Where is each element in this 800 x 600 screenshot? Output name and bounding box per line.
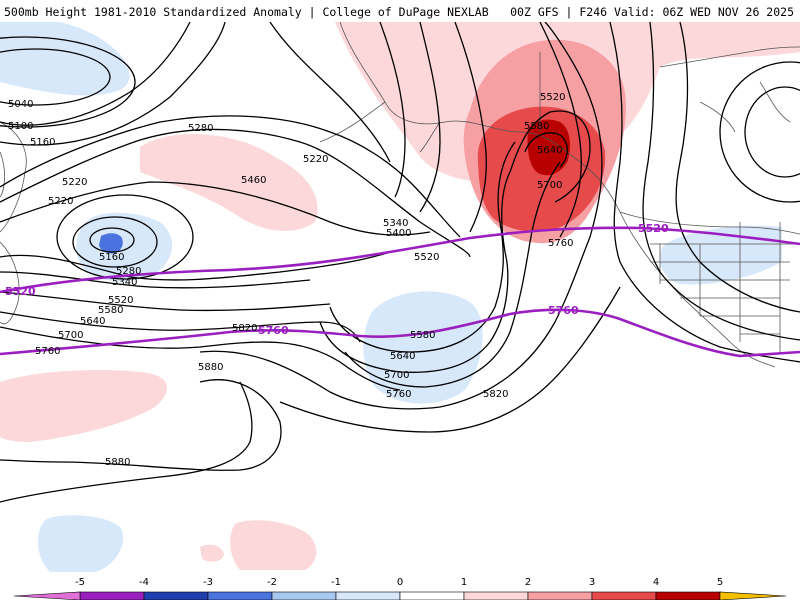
reference-5760-line: [0, 308, 800, 358]
contour-label: 5700: [384, 370, 409, 381]
colorbar-bin: [79, 591, 145, 600]
contour-label: 5280: [188, 123, 213, 134]
contour-label: 5700: [58, 330, 83, 341]
colorbar-tick-label: 4: [653, 577, 659, 588]
anomaly-map: 5040 5100 5160 5220 5220 5160 5280 5340 …: [0, 22, 800, 572]
contour-label: 5340: [383, 218, 408, 229]
valid-time: 00Z GFS | F246 Valid: 06Z WED NOV 26 202…: [510, 5, 794, 19]
colorbar-bin: [143, 591, 209, 600]
colorbar: -5 -4 -3 -2 -1 0 1 2 3 4 5: [13, 577, 787, 600]
anomaly-negative-nw: [0, 22, 130, 96]
contour-label: 5820: [232, 323, 257, 334]
height-contours: [0, 22, 800, 503]
contour-label: 5160: [99, 252, 124, 263]
anomaly-positive-max: [527, 119, 570, 176]
contour-label: 5640: [80, 316, 105, 327]
contour-label: 5760: [548, 238, 573, 249]
colorbar-bin: [399, 591, 465, 600]
anomaly-positive-bering: [140, 134, 318, 231]
contour-label: 5220: [303, 154, 328, 165]
colorbar-tick-label: 3: [589, 577, 595, 588]
anomaly-positive-small: [200, 544, 224, 562]
contour-label: 5700: [537, 180, 562, 191]
contour-label: 5640: [390, 351, 415, 362]
colorbar-tick-label: -1: [331, 577, 341, 588]
reference-contours: [0, 226, 800, 358]
contour-label: 5880: [198, 362, 223, 373]
map-title: 500mb Height 1981-2010 Standardized Anom…: [4, 5, 489, 19]
reference-label: 5520: [5, 285, 36, 298]
contour-label: 5520: [414, 252, 439, 263]
low-ring-1: [72, 216, 158, 268]
contour-label: 5880: [105, 457, 130, 468]
reference-5520-line: [0, 226, 800, 294]
contour-label: 5340: [112, 277, 137, 288]
contour-label: 5400: [386, 228, 411, 239]
colorbar-bin: [271, 591, 337, 600]
anomaly-negative-east: [660, 225, 782, 285]
contour-labels: 5040 5100 5160 5220 5220 5160 5280 5340 …: [8, 92, 573, 468]
colorbar-bin: [527, 591, 593, 600]
anomaly-negative-mid: [363, 291, 483, 404]
anomaly-positive-south: [230, 520, 317, 570]
coastlines: [0, 22, 800, 368]
colorbar-tick-label: 5: [717, 577, 723, 588]
colorbar-bins: [79, 591, 721, 600]
anomaly-positive-sw: [0, 370, 167, 442]
contour-label: 5580: [410, 330, 435, 341]
low-center-east: [744, 86, 800, 178]
low-ring-east: [719, 61, 800, 203]
colorbar-bin: [335, 591, 401, 600]
colorbar-bin: [655, 591, 721, 600]
contour-label: 5580: [98, 305, 123, 316]
contour-label: 5820: [483, 389, 508, 400]
low-ring-2: [56, 194, 194, 280]
colorbar-bin: [207, 591, 273, 600]
colorbar-tick-label: -3: [203, 577, 213, 588]
colorbar-tick-label: 2: [525, 577, 531, 588]
reference-label: 5760: [258, 324, 289, 337]
anomaly-negative-low-core: [99, 233, 123, 254]
contour-label: 5640: [537, 145, 562, 156]
colorbar-tick-label: 1: [461, 577, 467, 588]
colorbar-bin: [463, 591, 529, 600]
colorbar-bin: [591, 591, 657, 600]
contour-label: 5220: [48, 196, 73, 207]
contour-label: 5460: [241, 175, 266, 186]
reference-label: 5760: [548, 304, 579, 317]
colorbar-low-arrow: [13, 591, 81, 600]
map-header: 500mb Height 1981-2010 Standardized Anom…: [0, 0, 800, 22]
colorbar-tick-label: -5: [75, 577, 85, 588]
anomaly-negative-south: [38, 515, 124, 572]
low-center-nw: [0, 48, 111, 106]
contour-label: 5160: [30, 137, 55, 148]
contour-label: 5040: [8, 99, 33, 110]
contour-label: 5520: [108, 295, 133, 306]
low-center-aleutian: [89, 227, 135, 253]
low-center-nw-2: [0, 36, 136, 128]
contour-label: 5520: [540, 92, 565, 103]
colorbar-ticks: -5 -4 -3 -2 -1 0 1 2 3 4 5: [75, 577, 723, 588]
reference-label: 5520: [638, 222, 669, 235]
contour-label: 5760: [386, 389, 411, 400]
colorbar-high-arrow: [719, 591, 787, 600]
reference-labels: 5520 5520 5760 5760: [5, 222, 669, 337]
contour-label: 5100: [8, 121, 33, 132]
contour-label: 5760: [35, 346, 60, 357]
colorbar-tick-label: 0: [397, 577, 403, 588]
anomaly-shading: [0, 22, 800, 572]
colorbar-tick-label: -2: [267, 577, 277, 588]
colorbar-tick-label: -4: [139, 577, 149, 588]
contour-label: 5220: [62, 177, 87, 188]
contour-label: 5580: [524, 121, 549, 132]
contour-label: 5280: [116, 266, 141, 277]
